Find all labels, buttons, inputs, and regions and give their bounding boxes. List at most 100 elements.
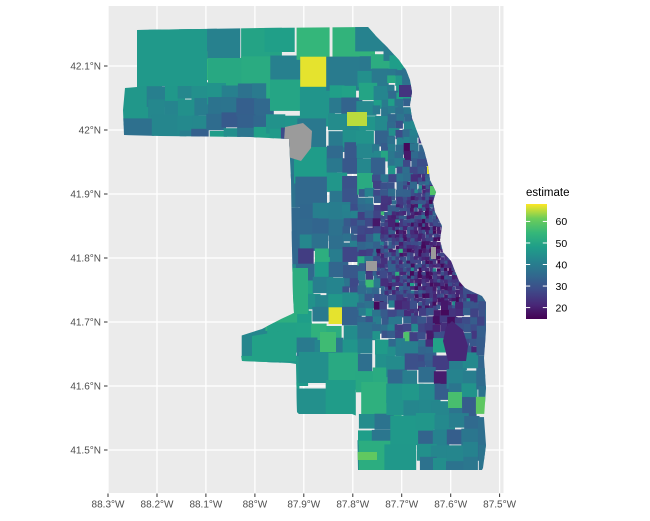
tract xyxy=(403,173,413,182)
tract xyxy=(418,346,427,355)
tract xyxy=(372,252,377,257)
tract xyxy=(417,166,425,175)
tract xyxy=(436,245,442,251)
tract xyxy=(470,324,482,336)
tract xyxy=(436,234,441,240)
tract xyxy=(440,267,445,272)
tract xyxy=(358,189,369,197)
tract xyxy=(437,259,442,265)
tract xyxy=(380,226,385,232)
tract xyxy=(350,225,360,234)
tract xyxy=(388,196,392,201)
tract xyxy=(399,252,404,258)
tract xyxy=(372,105,381,115)
tract xyxy=(419,456,437,470)
tract xyxy=(421,241,427,246)
tract xyxy=(421,298,427,303)
tract xyxy=(433,233,439,239)
tract xyxy=(462,332,473,343)
tract xyxy=(425,346,437,356)
tract xyxy=(421,272,427,277)
tract xyxy=(433,331,442,341)
tract xyxy=(444,270,450,276)
tract xyxy=(403,290,408,295)
tract xyxy=(413,267,418,272)
tract xyxy=(447,270,454,275)
tract xyxy=(399,226,404,232)
tract xyxy=(357,204,368,212)
tract xyxy=(387,151,399,160)
tract xyxy=(448,290,453,296)
tract xyxy=(429,279,434,284)
tract xyxy=(380,222,385,227)
tract xyxy=(380,267,386,272)
tract xyxy=(410,120,419,131)
tract xyxy=(399,218,404,225)
tract xyxy=(425,174,431,180)
tract xyxy=(406,290,412,295)
tract xyxy=(366,248,375,260)
tract xyxy=(425,226,431,232)
tract xyxy=(432,268,437,273)
tract-feature xyxy=(357,452,377,460)
tract xyxy=(410,211,416,216)
tract xyxy=(312,276,330,294)
tract xyxy=(312,202,332,221)
tract xyxy=(414,264,420,269)
tract xyxy=(365,308,374,317)
tract xyxy=(409,166,419,178)
tract xyxy=(428,275,433,280)
tract xyxy=(428,218,433,224)
tract xyxy=(398,241,405,247)
tract xyxy=(388,263,399,273)
tract xyxy=(383,241,388,246)
tract xyxy=(416,361,426,369)
tract xyxy=(406,252,412,258)
tract xyxy=(421,226,427,232)
tract xyxy=(312,218,330,236)
legend-tick-label: 40 xyxy=(556,259,568,271)
tract xyxy=(417,199,423,205)
tract xyxy=(376,267,381,273)
tract xyxy=(443,264,449,268)
tract xyxy=(373,195,383,203)
tract xyxy=(406,200,412,206)
tract xyxy=(409,181,418,190)
tract xyxy=(373,210,383,221)
tract xyxy=(436,222,442,227)
legend-tick-label: 60 xyxy=(556,216,568,228)
tract xyxy=(471,346,479,356)
tract xyxy=(373,301,384,312)
tract xyxy=(380,211,385,216)
tract xyxy=(452,287,456,293)
tract xyxy=(447,260,453,266)
tract xyxy=(452,272,458,278)
tract xyxy=(388,241,394,247)
tract xyxy=(421,181,426,185)
tract xyxy=(387,294,398,304)
tract xyxy=(441,289,446,295)
tract xyxy=(406,211,411,217)
tract xyxy=(388,128,400,136)
tract xyxy=(399,208,404,214)
tract xyxy=(399,289,405,295)
tract xyxy=(365,203,374,214)
tract xyxy=(421,279,427,285)
tract xyxy=(373,275,378,280)
tract xyxy=(391,275,397,281)
tract xyxy=(422,200,427,205)
tract xyxy=(406,215,412,220)
tract xyxy=(432,211,438,216)
tract xyxy=(254,98,274,117)
tract xyxy=(396,166,405,178)
tract xyxy=(417,219,423,225)
tract xyxy=(404,310,414,319)
tract xyxy=(417,241,422,246)
tract xyxy=(384,234,390,240)
tract xyxy=(432,259,437,264)
tract xyxy=(417,271,422,277)
tract xyxy=(388,286,393,290)
tract xyxy=(452,301,456,307)
tract xyxy=(396,114,405,124)
no-data-tract xyxy=(431,247,436,259)
